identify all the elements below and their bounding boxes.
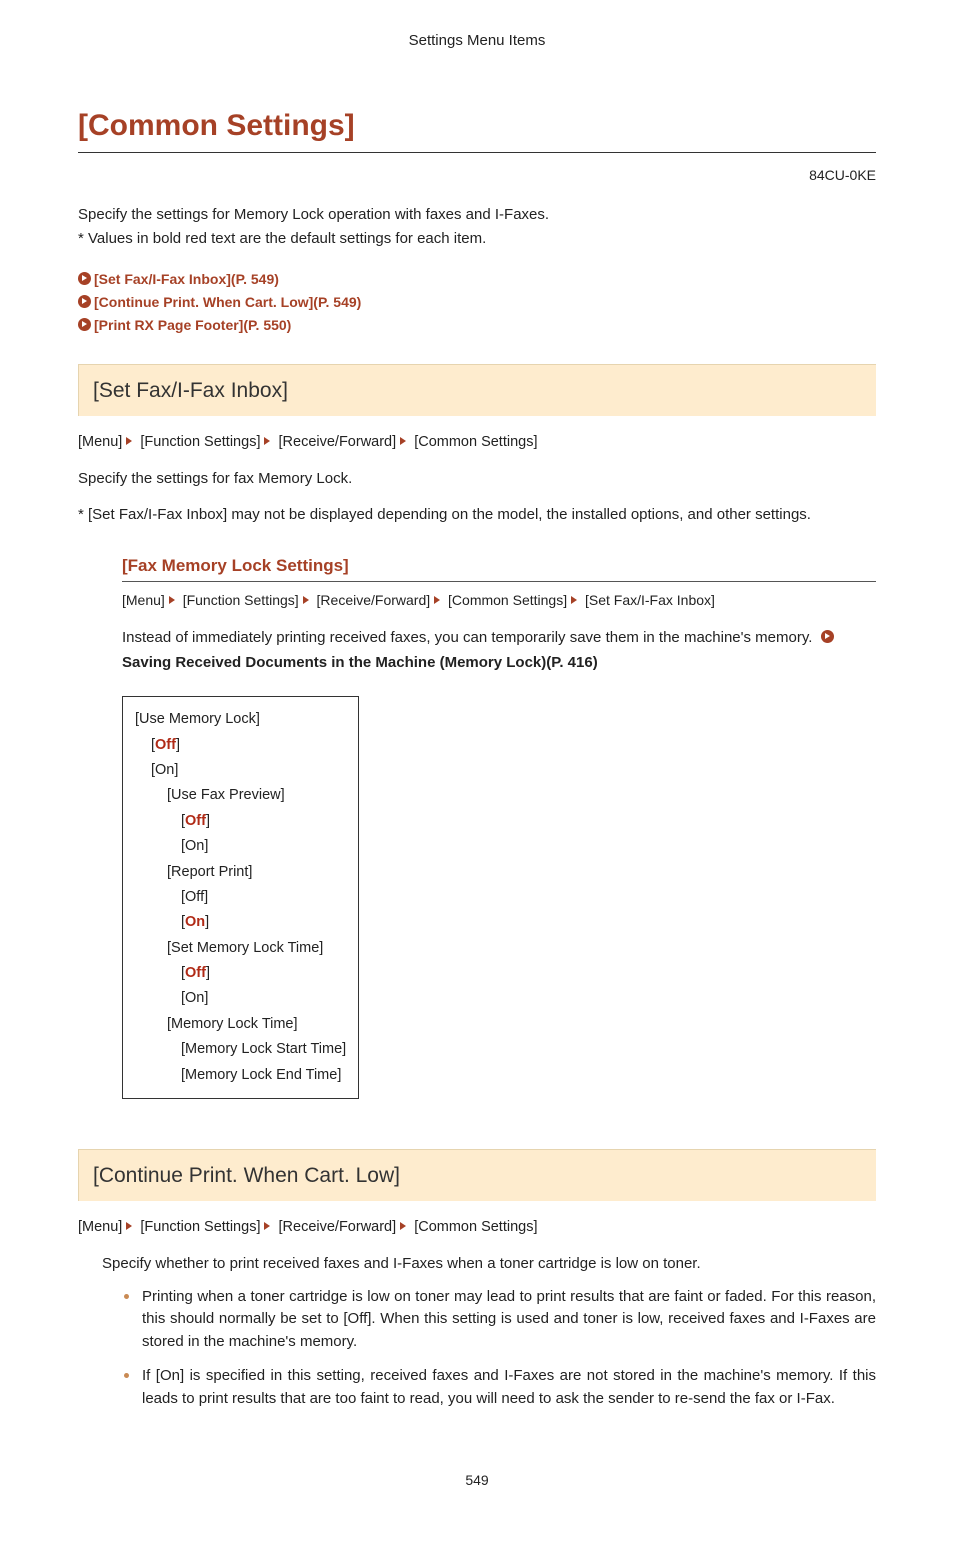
breadcrumb-item: [Menu] [78, 1219, 122, 1235]
toc-link-print-rx-footer[interactable]: [Print RX Page Footer](P. 550) [78, 315, 876, 336]
cross-reference-link[interactable]: Saving Received Documents in the Machine… [122, 652, 876, 675]
option-item: [Use Fax Preview] [167, 783, 346, 808]
bullet-list: Printing when a toner cartridge is low o… [122, 1286, 876, 1411]
breadcrumb: [Menu] [Function Settings] [Receive/Forw… [122, 590, 876, 611]
chevron-right-icon [400, 437, 406, 445]
chevron-right-icon [303, 596, 309, 604]
option-value: [On] [181, 834, 346, 859]
breadcrumb-item: [Common Settings] [448, 592, 567, 608]
breadcrumb-item: [Menu] [122, 592, 165, 608]
desc-text: Instead of immediately printing received… [122, 629, 812, 646]
section-heading: [Set Fax/I-Fax Inbox] [78, 364, 876, 417]
toc: [Set Fax/I-Fax Inbox](P. 549) [Continue … [78, 269, 876, 336]
arrow-icon [78, 318, 91, 331]
option-item: [Use Memory Lock] [135, 707, 346, 732]
option-value: [Memory Lock End Time] [181, 1063, 346, 1088]
section-continue-print: [Continue Print. When Cart. Low] [Menu] … [78, 1149, 876, 1410]
breadcrumb-item: [Function Settings] [140, 1219, 260, 1235]
chevron-right-icon [169, 596, 175, 604]
option-value: [Off] [181, 885, 346, 910]
arrow-icon [78, 295, 91, 308]
chevron-right-icon [264, 437, 270, 445]
option-value-default: [On] [181, 910, 346, 935]
breadcrumb-item: [Function Settings] [140, 434, 260, 450]
option-item: [Report Print] [167, 860, 346, 885]
intro-block: Specify the settings for Memory Lock ope… [78, 204, 876, 251]
breadcrumb: [Menu] [Function Settings] [Receive/Forw… [78, 432, 876, 454]
chevron-right-icon [400, 1222, 406, 1230]
intro-note: * Values in bold red text are the defaul… [78, 228, 876, 251]
intro-line: Specify the settings for Memory Lock ope… [78, 204, 876, 227]
option-value: [On] [181, 986, 346, 1011]
arrow-icon [821, 630, 834, 643]
chevron-right-icon [434, 596, 440, 604]
toc-link-continue-print[interactable]: [Continue Print. When Cart. Low](P. 549) [78, 292, 876, 313]
subsection-fax-memory-lock: [Fax Memory Lock Settings] [Menu] [Funct… [122, 553, 876, 1129]
chevron-right-icon [264, 1222, 270, 1230]
breadcrumb-item: [Common Settings] [414, 1219, 537, 1235]
breadcrumb-item: [Set Fax/I-Fax Inbox] [585, 592, 715, 608]
page-number: 549 [78, 1470, 876, 1491]
toc-label: [Set Fax/I-Fax Inbox](P. 549) [94, 271, 279, 287]
page-title: [Common Settings] [78, 103, 876, 153]
option-value-default: [Off] [151, 733, 346, 758]
option-value: [Memory Lock Start Time] [181, 1037, 346, 1062]
section-description: Specify whether to print received faxes … [102, 1253, 876, 1276]
chevron-right-icon [126, 1222, 132, 1230]
chevron-right-icon [571, 596, 577, 604]
toc-label: [Continue Print. When Cart. Low](P. 549) [94, 294, 361, 310]
subsection-description: Instead of immediately printing received… [122, 627, 876, 650]
option-value: [On] [151, 758, 346, 783]
breadcrumb-item: [Function Settings] [183, 592, 299, 608]
bullet-item: If [On] is specified in this setting, re… [122, 1365, 876, 1410]
section-set-fax-inbox: [Set Fax/I-Fax Inbox] [Menu] [Function S… [78, 364, 876, 1129]
arrow-icon [78, 272, 91, 285]
options-box: [Use Memory Lock] [Off] [On] [Use Fax Pr… [122, 696, 359, 1099]
option-value-default: [Off] [181, 961, 346, 986]
breadcrumb-item: [Receive/Forward] [279, 434, 397, 450]
option-item: [Memory Lock Time] [167, 1012, 346, 1037]
section-heading: [Continue Print. When Cart. Low] [78, 1149, 876, 1202]
option-item: [Set Memory Lock Time] [167, 936, 346, 961]
section-description: Specify the settings for fax Memory Lock… [78, 468, 876, 491]
bullet-item: Printing when a toner cartridge is low o… [122, 1286, 876, 1354]
toc-link-set-fax-inbox[interactable]: [Set Fax/I-Fax Inbox](P. 549) [78, 269, 876, 290]
toc-label: [Print RX Page Footer](P. 550) [94, 317, 291, 333]
breadcrumb-item: [Menu] [78, 434, 122, 450]
option-value-default: [Off] [181, 809, 346, 834]
section-note: * [Set Fax/I-Fax Inbox] may not be displ… [78, 504, 876, 527]
breadcrumb: [Menu] [Function Settings] [Receive/Forw… [78, 1217, 876, 1239]
subsection-heading: [Fax Memory Lock Settings] [122, 553, 876, 583]
page-header: Settings Menu Items [78, 30, 876, 53]
breadcrumb-item: [Common Settings] [414, 434, 537, 450]
breadcrumb-item: [Receive/Forward] [279, 1219, 397, 1235]
chevron-right-icon [126, 437, 132, 445]
breadcrumb-item: [Receive/Forward] [317, 592, 431, 608]
doc-id: 84CU-0KE [78, 165, 876, 186]
